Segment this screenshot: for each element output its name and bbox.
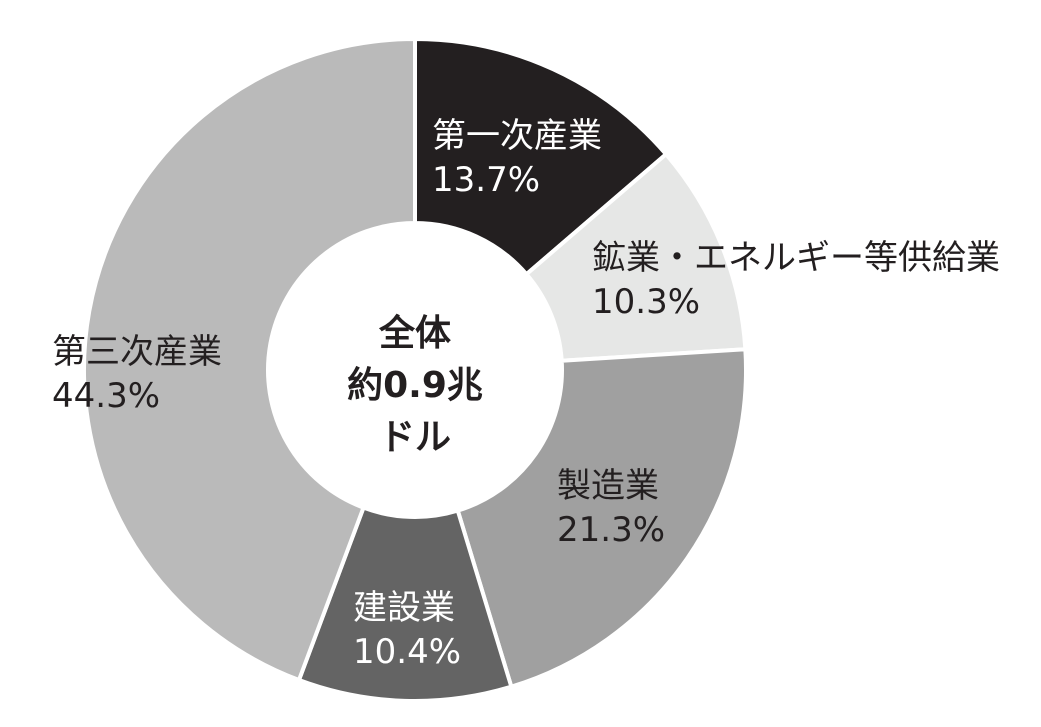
slice-label-mining-energy: 鉱業・エネルギー等供給業 10.3% xyxy=(592,236,1000,324)
donut-slice xyxy=(296,505,514,703)
donut-slice xyxy=(455,347,748,690)
center-label-line: 約0.9兆 xyxy=(347,365,483,406)
center-label-line: ドル xyxy=(378,417,451,458)
slice-label-primary: 第一次産業 13.7% xyxy=(432,114,602,202)
slice-label-tertiary: 第三次産業 44.3% xyxy=(52,330,222,418)
slice-name: 鉱業・エネルギー等供給業 xyxy=(592,238,1000,278)
slice-name: 第一次産業 xyxy=(432,116,602,156)
slice-value: 10.4% xyxy=(353,632,462,672)
slice-name: 製造業 xyxy=(557,466,659,506)
slice-name: 第三次産業 xyxy=(52,332,222,372)
slice-value: 10.3% xyxy=(592,282,701,322)
donut-slice xyxy=(82,36,417,683)
slice-label-manufacturing: 製造業 21.3% xyxy=(557,464,665,552)
slice-label-construction: 建設業 10.4% xyxy=(353,586,461,674)
slice-value: 13.7% xyxy=(432,160,541,200)
donut-slice xyxy=(413,36,669,277)
slice-name: 建設業 xyxy=(353,588,455,628)
center-label: 全体 約0.9兆 ドル xyxy=(315,308,515,464)
center-label-line: 全体 xyxy=(378,313,451,354)
slice-value: 44.3% xyxy=(52,376,161,416)
donut-slice xyxy=(523,151,748,363)
slice-value: 21.3% xyxy=(557,510,666,550)
